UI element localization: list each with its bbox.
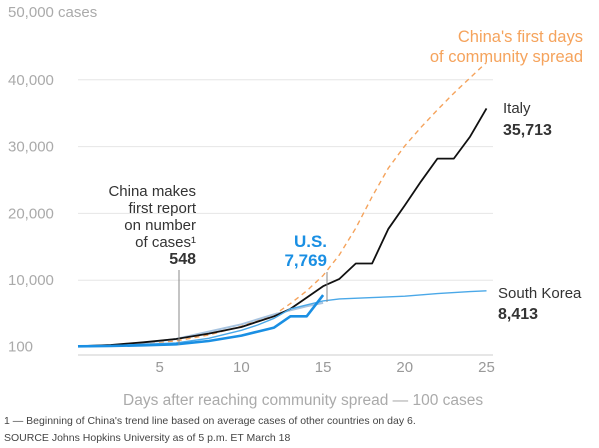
gridlines [78, 79, 493, 281]
us-value: 7,769 [284, 251, 327, 270]
x-tick-labels: 5 10 15 20 25 [156, 359, 495, 376]
x-tick-label: 20 [396, 359, 413, 376]
y-tick-labels: 100 10,000 20,000 30,000 40,000 [8, 72, 54, 356]
china-report-line2: first report [128, 200, 196, 217]
x-tick-label: 5 [156, 359, 164, 376]
y-tick-label: 10,000 [8, 272, 54, 289]
x-axis-title: Days after reaching community spread — 1… [123, 392, 483, 409]
source-note: SOURCE Johns Hopkins University as of 5 … [4, 432, 291, 444]
y-axis-top-label: 50,000 cases [8, 4, 97, 21]
x-tick-label: 10 [233, 359, 250, 376]
china-report-value: 548 [169, 251, 196, 268]
us-annotation: U.S. 7,769 [284, 232, 328, 302]
italy-value: 35,713 [503, 122, 552, 139]
china-report-line3: on number [124, 217, 196, 234]
series-line-italy [77, 107, 488, 348]
italy-label: Italy [503, 100, 531, 117]
series-lines [77, 61, 488, 348]
series-line-china [77, 61, 487, 347]
china-report-line1: China makes [108, 183, 196, 200]
y-tick-label: 20,000 [8, 205, 54, 222]
south-korea-label: South Korea [498, 285, 582, 302]
x-tick-label: 25 [478, 359, 495, 376]
series-line-u-s [77, 294, 325, 348]
china-label-line2: of community spread [430, 48, 583, 66]
series-line-south-korea [77, 290, 487, 347]
us-label: U.S. [294, 232, 327, 251]
china-label-line1: China's first days [458, 28, 583, 46]
y-tick-label: 40,000 [8, 72, 54, 89]
footnote: 1 — Beginning of China's trend line base… [4, 415, 416, 427]
china-report-line4: of cases¹ [135, 234, 196, 251]
y-tick-label: 100 [8, 338, 33, 355]
y-tick-label: 30,000 [8, 139, 54, 156]
china-first-report-annotation: China makes first report on number of ca… [108, 183, 197, 345]
x-tick-label: 15 [315, 359, 332, 376]
south-korea-value: 8,413 [498, 306, 538, 323]
